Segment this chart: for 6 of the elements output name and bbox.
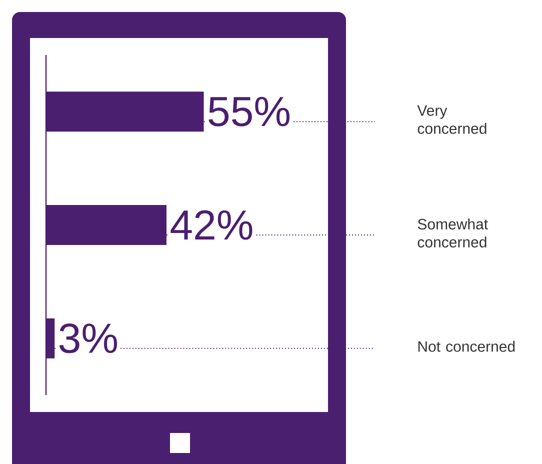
y-tick-label: Somewhat concerned (418, 218, 488, 248)
data-label: 55% (208, 96, 290, 126)
data-label: 3% (59, 323, 118, 354)
data-label: 42% (170, 210, 252, 240)
y-tick-label: Not concerned (418, 340, 515, 352)
y-tick-label: Very concerned (417, 105, 486, 134)
